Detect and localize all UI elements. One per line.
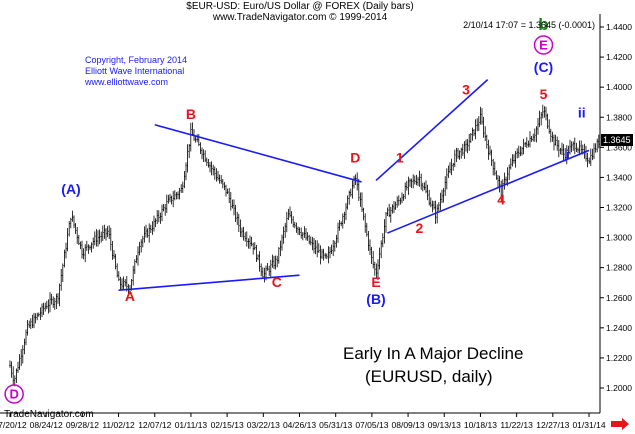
scroll-right-arrow[interactable] [611, 418, 629, 430]
y-tick-label: 1.3600 [606, 142, 632, 152]
y-tick-label: 1.2200 [606, 353, 632, 363]
y-tick-label: 1.3800 [606, 112, 632, 122]
copyright-line-2: Elliott Wave International [85, 66, 185, 76]
caption-line-2: (EURUSD, daily) [365, 367, 493, 386]
x-tick-label: 07/05/13 [355, 420, 388, 430]
x-tick-label: 09/28/12 [66, 420, 99, 430]
trendline [154, 123, 362, 183]
trendline [375, 79, 489, 182]
x-tick-label: 03/22/13 [247, 420, 280, 430]
quote-readout: 2/10/14 17:07 = 1.3645 (-0.0001) [463, 20, 595, 30]
wave-label: (C) [534, 59, 553, 75]
trendline [387, 149, 590, 234]
y-tick-label: 1.4000 [606, 82, 632, 92]
x-tick-label: 11/02/12 [102, 420, 135, 430]
x-tick-label: 02/15/13 [211, 420, 244, 430]
wave-label: i [565, 146, 569, 162]
copyright-line-3: www.elliottwave.com [85, 77, 169, 87]
x-tick-label: 05/31/13 [319, 420, 352, 430]
x-tick-label: 08/24/12 [30, 420, 63, 430]
x-tick-label: 09/13/13 [428, 420, 461, 430]
y-tick-label: 1.4200 [606, 52, 632, 62]
y-axis-ticks: 1.4400 1.4200 1.4000 1.3800 1.3600 1.3400 1.32… [600, 22, 632, 393]
x-tick-label: 04/26/13 [283, 420, 316, 430]
x-axis-ticks: 07/20/1208/24/1209/28/1211/02/1212/07/12… [0, 413, 606, 430]
wave-label-circle [533, 35, 554, 55]
wave-label: (A) [61, 181, 80, 197]
wave-label: 3 [462, 82, 470, 98]
chart-subtitle: www.TradeNavigator.com © 1999-2014 [212, 12, 388, 23]
wave-label: E [539, 38, 548, 53]
x-tick-label: 11/22/13 [500, 420, 533, 430]
y-tick-label: 1.2800 [606, 263, 632, 273]
wave-label: 1 [396, 149, 404, 165]
x-tick-label: 01/11/13 [175, 420, 208, 430]
wave-label: b [538, 15, 548, 34]
y-tick-label: 1.3000 [606, 233, 632, 243]
wave-label: E [371, 274, 380, 290]
y-tick-label: 1.2400 [606, 323, 632, 333]
x-tick-label: 07/20/12 [0, 420, 27, 430]
y-tick-label: 1.3400 [606, 172, 632, 182]
wave-label: D [350, 149, 360, 165]
price-bars [9, 104, 600, 387]
x-tick-label: 12/27/13 [536, 420, 569, 430]
x-tick-label: 10/18/13 [464, 420, 497, 430]
x-tick-label: 08/09/13 [392, 420, 425, 430]
chart-title: $EUR-USD: Euro/US Dollar @ FOREX (Daily … [186, 1, 414, 12]
wave-label: A [125, 288, 135, 304]
wave-label: ii [578, 104, 586, 120]
last-price-marker: 1.3645 [601, 134, 633, 146]
wave-label-circle [4, 384, 24, 404]
y-tick-label: 1.4400 [606, 22, 632, 32]
wave-label: B [186, 106, 196, 122]
wave-label: D [9, 387, 18, 402]
trendlines [118, 79, 590, 292]
caption-line-1: Early In A Major Decline [343, 344, 524, 363]
copyright-line-1: Copyright, February 2014 [85, 55, 188, 65]
brand-label: TradeNavigator.com [4, 409, 94, 420]
trendline [118, 274, 300, 292]
y-tick-label: 1.3200 [606, 203, 632, 213]
y-tick-label: 1.2000 [606, 383, 632, 393]
wave-label: 2 [416, 220, 424, 236]
y-tick-label: 1.2600 [606, 293, 632, 303]
wave-label: (B) [366, 291, 385, 307]
wave-label: C [272, 274, 282, 290]
x-tick-label: 12/07/12 [138, 420, 171, 430]
x-tick-label: 01/31/14 [572, 420, 605, 430]
wave-label: 5 [540, 86, 548, 102]
wave-label: 4 [497, 191, 505, 207]
